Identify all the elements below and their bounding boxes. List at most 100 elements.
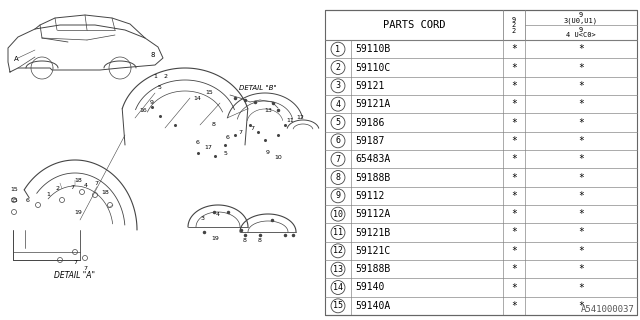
Text: 18: 18 (101, 190, 109, 196)
Text: 13: 13 (333, 265, 343, 274)
Text: 59121B: 59121B (355, 228, 390, 237)
Text: 9
2
2: 9 2 2 (512, 17, 516, 34)
Text: 15: 15 (10, 198, 18, 204)
Text: DETAIL "A": DETAIL "A" (54, 270, 95, 279)
Text: 1: 1 (335, 45, 340, 54)
Text: 59121: 59121 (355, 81, 385, 91)
Text: 2: 2 (163, 74, 167, 78)
Text: *: * (511, 136, 517, 146)
Text: *: * (578, 154, 584, 164)
Text: *: * (578, 246, 584, 256)
Text: 7: 7 (335, 155, 340, 164)
Text: *: * (578, 264, 584, 274)
Text: 3: 3 (201, 215, 205, 220)
Text: *: * (511, 301, 517, 311)
Text: 6: 6 (196, 140, 200, 145)
Text: 19: 19 (211, 236, 219, 241)
Text: *: * (511, 172, 517, 182)
Text: 6: 6 (335, 136, 340, 145)
Text: *: * (511, 154, 517, 164)
Text: 15: 15 (205, 90, 213, 94)
Text: 13: 13 (264, 108, 272, 113)
Text: 5: 5 (158, 84, 162, 90)
Text: 59140: 59140 (355, 283, 385, 292)
Text: A: A (13, 56, 19, 62)
Text: 5: 5 (223, 150, 227, 156)
Text: 65483A: 65483A (355, 154, 390, 164)
Text: 18: 18 (74, 178, 82, 182)
Text: 7: 7 (238, 130, 242, 134)
Text: 10: 10 (274, 155, 282, 159)
Text: 9: 9 (266, 149, 270, 155)
Text: *: * (578, 191, 584, 201)
Text: *: * (511, 246, 517, 256)
Text: 8: 8 (151, 52, 156, 58)
Text: 9: 9 (335, 191, 340, 200)
Text: 6: 6 (226, 134, 230, 140)
Text: *: * (578, 283, 584, 292)
Text: *: * (511, 228, 517, 237)
Text: *: * (511, 264, 517, 274)
Text: *: * (578, 172, 584, 182)
Text: *: * (578, 99, 584, 109)
Text: *: * (511, 283, 517, 292)
Text: 7: 7 (250, 125, 254, 131)
Text: 6: 6 (26, 197, 30, 203)
Text: 1: 1 (46, 193, 50, 197)
Text: 59188B: 59188B (355, 172, 390, 182)
Text: *: * (511, 209, 517, 219)
Text: 59186: 59186 (355, 117, 385, 127)
Text: 8: 8 (335, 173, 340, 182)
Text: *: * (578, 62, 584, 73)
Text: 59112A: 59112A (355, 209, 390, 219)
Text: 59112: 59112 (355, 191, 385, 201)
Text: *: * (511, 99, 517, 109)
Text: 7: 7 (83, 266, 87, 270)
Text: 5: 5 (335, 118, 340, 127)
Text: A541000037: A541000037 (581, 305, 635, 314)
Text: 59110B: 59110B (355, 44, 390, 54)
Text: *: * (578, 44, 584, 54)
Text: 8: 8 (258, 237, 262, 243)
Text: 59110C: 59110C (355, 62, 390, 73)
Text: PARTS CORD: PARTS CORD (383, 20, 445, 30)
Text: 4: 4 (84, 182, 88, 188)
Text: 19: 19 (74, 210, 82, 214)
Text: *: * (578, 228, 584, 237)
Text: 1: 1 (153, 74, 157, 78)
Text: 7: 7 (94, 180, 98, 186)
Text: *: * (511, 81, 517, 91)
Text: 2: 2 (56, 186, 60, 190)
Text: 11: 11 (286, 117, 294, 123)
Text: 9
4 U<C0>: 9 4 U<C0> (566, 27, 596, 38)
Text: DETAIL "B": DETAIL "B" (239, 85, 277, 91)
Text: 3: 3 (335, 81, 340, 90)
Text: 15: 15 (10, 187, 18, 191)
Text: *: * (578, 301, 584, 311)
Text: 17: 17 (204, 145, 212, 149)
Bar (325, 10, 637, 315)
Text: *: * (511, 191, 517, 201)
Text: *: * (511, 117, 517, 127)
Text: 4: 4 (335, 100, 340, 109)
Text: 4: 4 (216, 212, 220, 218)
Text: 15: 15 (333, 301, 343, 310)
Text: 59140A: 59140A (355, 301, 390, 311)
Text: 16: 16 (139, 108, 147, 113)
Text: 11: 11 (333, 228, 343, 237)
Text: *: * (578, 209, 584, 219)
Text: 59121A: 59121A (355, 99, 390, 109)
Text: 10: 10 (333, 210, 343, 219)
Text: 14: 14 (333, 283, 343, 292)
Text: *: * (578, 136, 584, 146)
Text: 9: 9 (150, 100, 154, 105)
Text: 59188B: 59188B (355, 264, 390, 274)
Text: 59121C: 59121C (355, 246, 390, 256)
Text: 2: 2 (335, 63, 340, 72)
Text: 12: 12 (333, 246, 343, 255)
Text: *: * (511, 44, 517, 54)
Text: 9
3(U0,U1): 9 3(U0,U1) (564, 12, 598, 23)
Text: 7: 7 (73, 260, 77, 265)
Text: *: * (511, 62, 517, 73)
Text: *: * (578, 81, 584, 91)
